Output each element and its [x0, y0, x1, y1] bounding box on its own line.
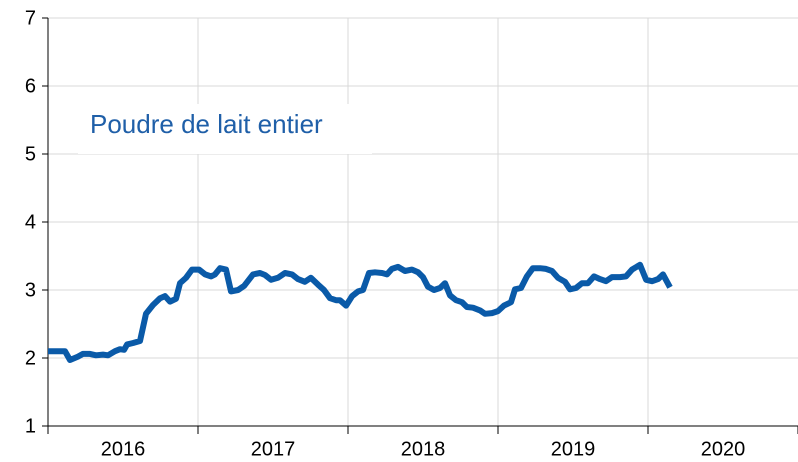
y-tick-label: 4 — [25, 211, 36, 233]
y-tick-label: 5 — [25, 143, 36, 165]
y-tick-label: 2 — [25, 347, 36, 369]
x-tick-label: 2016 — [101, 438, 146, 460]
y-tick-label: 7 — [25, 7, 36, 29]
data-line — [48, 261, 673, 363]
y-tick-label: 3 — [25, 279, 36, 301]
y-tick-label: 6 — [25, 75, 36, 97]
x-tick-label: 2019 — [551, 438, 596, 460]
y-tick-label: 1 — [25, 415, 36, 437]
x-tick-label: 2017 — [251, 438, 296, 460]
x-tick-label: 2020 — [701, 438, 746, 460]
x-tick-label: 2018 — [401, 438, 446, 460]
annotation: Poudre de lait entier — [90, 109, 323, 139]
annotation-box — [78, 104, 372, 154]
